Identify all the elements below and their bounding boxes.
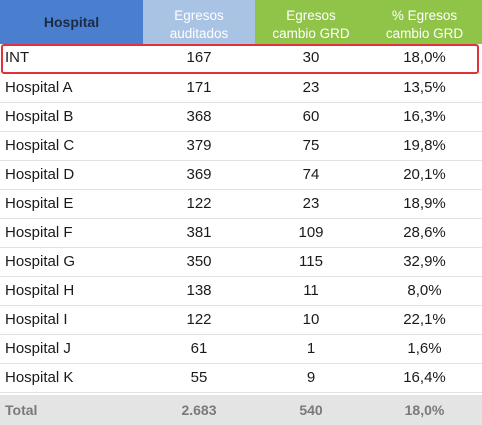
cell-cambio: 30 [302, 49, 320, 66]
header-pct-egresos-cambio-grd: % Egresos cambio GRD [367, 0, 482, 44]
cell-hospital: INT [5, 49, 30, 66]
cell-hospital: Hospital H [5, 282, 75, 299]
cell-pct: 16,4% [403, 369, 446, 386]
cell-auditados: 379 [186, 137, 212, 154]
table-row: Hospital G 350 115 32,9% [0, 248, 482, 277]
header-egresos-auditados: Egresos auditados [143, 0, 255, 44]
cell-pct: 18,9% [403, 195, 446, 212]
cell-pct: 18,0% [403, 49, 446, 66]
cell-cambio: 11 [303, 282, 319, 299]
cell-cambio: 115 [299, 253, 323, 270]
header-line: cambio GRD [385, 26, 464, 41]
table-row: Hospital K 55 9 16,4% [0, 364, 482, 393]
cell-hospital: Hospital K [5, 369, 74, 386]
cell-auditados: 368 [186, 108, 212, 125]
cell-auditados: 55 [190, 369, 208, 386]
cell-cambio: 109 [298, 224, 324, 241]
cell-auditados: 167 [186, 49, 212, 66]
table-row: Hospital A 171 23 13,5% [0, 74, 482, 103]
table-row: Hospital D 369 74 20,1% [0, 161, 482, 190]
cell-pct: 22,1% [403, 311, 446, 328]
cell-auditados: 138 [186, 282, 212, 299]
cell-pct: 8,0% [407, 282, 442, 299]
cell-cambio: 60 [302, 108, 320, 125]
total-cambio: 540 [299, 402, 323, 418]
cell-cambio: 74 [302, 166, 320, 183]
cell-hospital: Hospital J [5, 340, 71, 357]
cell-hospital: Hospital C [5, 137, 75, 154]
cell-cambio: 75 [302, 137, 320, 154]
table-body: INT 167 30 18,0% Hospital A 171 23 13,5% Hospita… [0, 44, 482, 393]
header-line: Hospital [43, 13, 100, 30]
table-row: Hospital J 61 1 1,6% [0, 335, 482, 364]
cell-auditados: 381 [186, 224, 212, 241]
header-line: Egresos [286, 8, 336, 23]
cell-cambio: 10 [302, 311, 320, 328]
total-pct: 18,0% [404, 402, 445, 418]
cell-auditados: 350 [186, 253, 212, 270]
table-row: INT 167 30 18,0% [0, 44, 482, 74]
cell-pct: 20,1% [403, 166, 446, 183]
cell-pct: 32,9% [403, 253, 446, 270]
cell-auditados: 171 [186, 79, 212, 96]
cell-hospital: Hospital A [5, 79, 73, 96]
cell-cambio: 9 [306, 369, 316, 386]
table-row: Hospital C 379 75 19,8% [0, 132, 482, 161]
cell-hospital: Hospital D [5, 166, 75, 183]
table-row: Hospital H 138 11 8,0% [0, 277, 482, 306]
table-row: Hospital I 122 10 22,1% [0, 306, 482, 335]
cell-pct: 28,6% [403, 224, 446, 241]
cell-auditados: 122 [186, 311, 212, 328]
cell-hospital: Hospital B [5, 108, 74, 125]
header-line: Egresos [174, 8, 224, 23]
header-line: auditados [169, 26, 229, 41]
header-line: % Egresos [391, 8, 458, 23]
table-row: Hospital E 122 23 18,9% [0, 190, 482, 219]
cell-hospital: Hospital E [5, 195, 74, 212]
table-header: Hospital Egresos auditados Egresos cambi… [0, 0, 482, 44]
cell-pct: 16,3% [403, 108, 446, 125]
cell-pct: 13,5% [403, 79, 446, 96]
cell-pct: 19,8% [403, 137, 446, 154]
total-row: Total 2.683 540 18,0% [0, 395, 482, 425]
header-hospital: Hospital [0, 0, 143, 44]
table-row: Hospital B 368 60 16,3% [0, 103, 482, 132]
cell-cambio: 23 [302, 79, 320, 96]
cell-hospital: Hospital G [5, 253, 76, 270]
cell-pct: 1,6% [407, 340, 442, 357]
cell-auditados: 122 [186, 195, 212, 212]
table-row: Hospital F 381 109 28,6% [0, 219, 482, 248]
cell-hospital: Hospital I [5, 311, 68, 328]
total-label: Total [5, 402, 38, 418]
cell-auditados: 369 [186, 166, 212, 183]
total-auditados: 2.683 [181, 402, 217, 418]
cell-cambio: 1 [306, 340, 316, 357]
cell-hospital: Hospital F [5, 224, 73, 241]
header-line: cambio GRD [272, 26, 350, 41]
cell-auditados: 61 [190, 340, 208, 357]
cell-cambio: 23 [302, 195, 320, 212]
header-egresos-cambio-grd: Egresos cambio GRD [255, 0, 367, 44]
